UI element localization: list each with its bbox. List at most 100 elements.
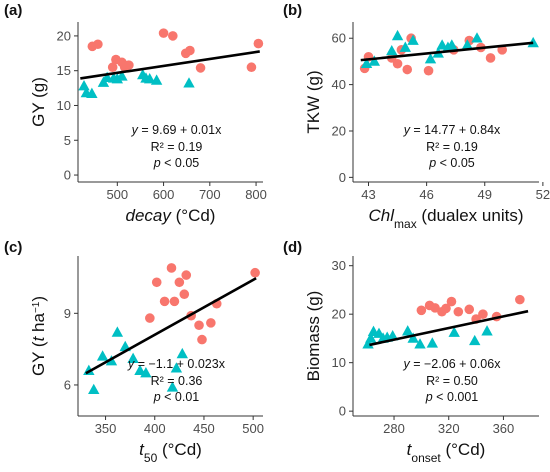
- panel-c: (c) 350 400 450 500 6 9 t50 (°Cd) GY (t ha−1) y =…: [4, 239, 264, 465]
- data-point-circle: [464, 304, 475, 315]
- y-tick-label: 5: [64, 133, 71, 148]
- panel-label: (b): [283, 2, 302, 19]
- data-point-triangle: [78, 80, 90, 91]
- y-tick-label: 20: [332, 307, 346, 322]
- data-point-circle: [416, 305, 427, 316]
- data-point-triangle: [407, 332, 419, 343]
- data-point-triangle: [127, 352, 139, 364]
- data-point-circle: [185, 45, 195, 56]
- data-point-triangle: [448, 326, 460, 337]
- data-point-triangle: [391, 29, 404, 41]
- x-tick-label: 320: [438, 421, 460, 436]
- x-axis-title: t50 (°Cd): [139, 440, 202, 465]
- data-point-circle: [174, 277, 185, 288]
- x-tick-label: 600: [153, 187, 175, 202]
- x-tick-label: 46: [419, 187, 433, 202]
- y-axis-title: Biomass (g): [304, 291, 323, 382]
- data-point-circle: [206, 318, 216, 328]
- data-point-circle: [402, 64, 413, 75]
- x-tick-label: 500: [106, 187, 128, 202]
- data-point-circle: [392, 58, 403, 69]
- data-point-circle: [145, 313, 155, 323]
- y-axis-title: GY (g): [29, 77, 48, 127]
- data-point-triangle: [143, 73, 156, 84]
- data-point-circle: [253, 38, 264, 49]
- y-axis-title: TKW (g): [304, 70, 323, 133]
- regression-equation: y = 14.77 + 0.84x: [403, 123, 501, 137]
- data-point-circle: [181, 270, 192, 280]
- data-point-circle: [250, 267, 260, 278]
- data-point-circle: [441, 303, 451, 314]
- data-point-circle: [168, 31, 178, 41]
- regression-equation: y = −1.1 + 0.023x: [127, 357, 226, 371]
- data-point-triangle: [365, 332, 377, 343]
- data-point-triangle: [481, 325, 493, 336]
- y-tick-label: 9: [64, 306, 71, 321]
- x-tick-label: 49: [478, 187, 492, 202]
- y-tick-label: 20: [57, 28, 71, 43]
- data-point-triangle: [424, 53, 437, 64]
- y-tick-label: 0: [339, 170, 346, 185]
- data-point-circle: [246, 62, 257, 73]
- x-tick-label: 800: [245, 187, 267, 202]
- regression-line: [360, 41, 534, 62]
- data-point-triangle: [116, 70, 128, 81]
- x-axis-title: decay (°Cd): [126, 206, 216, 225]
- x-tick-label: 52: [536, 187, 550, 202]
- data-point-triangle: [111, 326, 124, 337]
- y-tick-label: 0: [339, 404, 346, 419]
- panel-label: (a): [4, 2, 22, 19]
- data-point-triangle: [88, 383, 100, 395]
- panel-label: (c): [4, 239, 22, 256]
- data-point-circle: [107, 62, 118, 73]
- data-point-circle: [159, 296, 170, 307]
- data-point-triangle: [414, 338, 426, 349]
- data-point-circle: [158, 28, 169, 38]
- data-point-triangle: [176, 347, 189, 359]
- x-tick-label: 450: [193, 421, 215, 436]
- y-tick-label: 10: [57, 98, 71, 113]
- data-point-triangle: [386, 330, 399, 341]
- panel-b: (b) 43 46 49 52 0 20 40 60 Chlmax (dualex units) T…: [283, 2, 550, 231]
- data-point-circle: [453, 306, 464, 317]
- r-squared: R² = 0.50: [426, 374, 478, 388]
- r-squared: R² = 0.19: [426, 140, 478, 154]
- x-axis-title: Chlmax (dualex units): [369, 206, 524, 231]
- p-value: p < 0.05: [153, 156, 200, 170]
- data-point-circle: [194, 320, 204, 331]
- x-tick-label: 500: [242, 421, 264, 436]
- data-point-triangle: [446, 39, 458, 50]
- data-point-circle: [423, 65, 434, 76]
- data-point-triangle: [134, 364, 146, 375]
- data-point-triangle: [362, 338, 374, 349]
- r-squared: R² = 0.19: [151, 140, 203, 154]
- data-point-triangle: [150, 74, 163, 85]
- data-point-triangle: [461, 39, 474, 50]
- x-tick-label: 43: [361, 187, 375, 202]
- data-point-triangle: [183, 77, 195, 88]
- data-point-circle: [93, 39, 103, 50]
- p-value: p < 0.001: [425, 390, 479, 404]
- y-tick-label: 6: [64, 377, 71, 392]
- data-point-circle: [124, 60, 134, 70]
- data-point-triangle: [86, 87, 98, 98]
- y-tick-label: 30: [332, 258, 346, 273]
- data-point-triangle: [368, 55, 381, 66]
- regression-equation: y = 9.69 + 0.01x: [131, 123, 222, 137]
- x-tick-label: 400: [144, 421, 166, 436]
- data-point-circle: [151, 277, 162, 288]
- data-point-triangle: [399, 41, 412, 52]
- x-tick-label: 700: [199, 187, 221, 202]
- y-tick-label: 10: [332, 355, 346, 370]
- data-point-triangle: [426, 337, 439, 348]
- y-tick-label: 40: [332, 77, 346, 92]
- data-point-triangle: [166, 381, 179, 392]
- x-tick-label: 280: [383, 421, 405, 436]
- panel-d: (d) 280 320 360 0 10 20 30 tonset (°Cd) Biomass (…: [283, 239, 539, 465]
- data-point-triangle: [140, 367, 152, 378]
- data-point-circle: [478, 309, 488, 319]
- data-point-circle: [485, 53, 496, 63]
- x-tick-label: 360: [493, 421, 515, 436]
- y-tick-label: 0: [64, 168, 71, 183]
